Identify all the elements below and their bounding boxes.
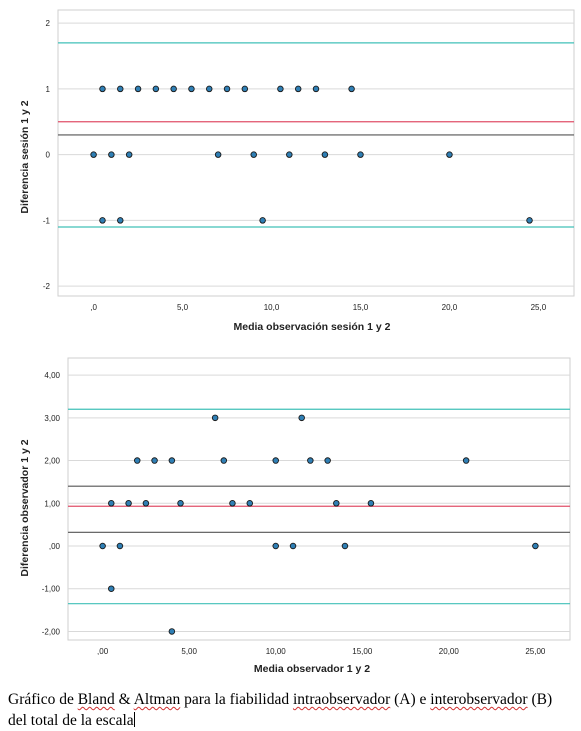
data-point bbox=[142, 500, 150, 507]
data-point bbox=[348, 85, 355, 93]
y-tick-label: 1,00 bbox=[44, 499, 60, 508]
data-point bbox=[134, 85, 142, 93]
caption-text: para la fiabilidad bbox=[180, 691, 293, 708]
data-point bbox=[526, 217, 533, 224]
data-point bbox=[177, 500, 184, 507]
data-point bbox=[152, 85, 160, 93]
data-point bbox=[294, 85, 302, 93]
data-point bbox=[151, 457, 158, 464]
x-tick-label: 10,00 bbox=[266, 647, 287, 656]
caption-amp: & bbox=[114, 691, 134, 708]
data-point bbox=[272, 542, 279, 550]
caption-line2: del total de la escala bbox=[8, 712, 134, 729]
y-tick-label: 4,00 bbox=[44, 371, 60, 380]
data-point bbox=[341, 542, 349, 550]
data-point bbox=[214, 151, 222, 158]
x-tick-label: 15,00 bbox=[352, 647, 373, 656]
data-point bbox=[259, 217, 266, 224]
data-point bbox=[99, 542, 106, 550]
data-point bbox=[108, 151, 115, 158]
data-point bbox=[133, 457, 141, 464]
y-tick-label: 2,00 bbox=[44, 457, 60, 466]
data-point bbox=[446, 151, 453, 158]
x-tick-label: ,00 bbox=[97, 647, 109, 656]
data-point bbox=[108, 500, 115, 507]
x-tick-label: 5,00 bbox=[181, 647, 197, 656]
data-point bbox=[220, 457, 228, 464]
caption-bland: Bland bbox=[77, 691, 115, 708]
x-tick-label: 10,0 bbox=[264, 303, 280, 312]
data-point bbox=[125, 500, 132, 507]
caption-text: Gráfico de bbox=[8, 691, 78, 708]
data-point bbox=[168, 457, 176, 464]
x-tick-label: 25,00 bbox=[525, 647, 546, 656]
caption-altman: Altman bbox=[133, 691, 181, 708]
x-tick-label: 5,0 bbox=[177, 303, 189, 312]
data-point bbox=[272, 457, 279, 464]
x-tick-label: 15,0 bbox=[353, 303, 369, 312]
data-point bbox=[223, 85, 231, 93]
figure-caption: Gráfico de Bland & Altman para la fiabil… bbox=[8, 689, 573, 731]
caption-inter: interobservador bbox=[430, 691, 528, 708]
y-tick-label: 1 bbox=[46, 85, 51, 94]
data-point bbox=[116, 542, 124, 550]
data-point bbox=[108, 585, 115, 592]
chart-b: 4,00 3,00 2,00 1,00 ,00 -1,00 -2,00 ,00 5,00 10,… bbox=[19, 357, 571, 675]
text-cursor bbox=[133, 712, 135, 727]
y-tick-label: 0 bbox=[46, 151, 51, 160]
data-point bbox=[211, 414, 219, 422]
data-point bbox=[241, 85, 249, 93]
y-tick-label: -2,00 bbox=[42, 627, 61, 636]
data-point bbox=[286, 151, 293, 158]
x-tick-label: 20,00 bbox=[439, 647, 460, 656]
data-point bbox=[307, 457, 314, 464]
data-point bbox=[333, 500, 340, 507]
data-point bbox=[367, 500, 375, 507]
data-point bbox=[205, 85, 213, 93]
data-point bbox=[170, 85, 177, 93]
chart-b-x-label: Media observador 1 y 2 bbox=[254, 663, 370, 675]
chart-b-y-label: Diferencia observador 1 y 2 bbox=[19, 439, 31, 576]
data-point bbox=[298, 414, 305, 422]
x-tick-label: ,0 bbox=[90, 303, 97, 312]
plot-frame bbox=[57, 9, 575, 297]
x-tick-label: 25,0 bbox=[531, 303, 547, 312]
data-point bbox=[462, 457, 470, 464]
data-point bbox=[117, 217, 124, 224]
data-point bbox=[324, 457, 331, 464]
data-point bbox=[125, 151, 133, 158]
data-point bbox=[168, 628, 176, 635]
caption-text: (A) e bbox=[390, 691, 431, 708]
data-point bbox=[357, 151, 364, 158]
y-tick-label: ,00 bbox=[49, 542, 61, 551]
y-tick-label: -1,00 bbox=[42, 585, 61, 594]
chart-a-y-label: Diferencia sesión 1 y 2 bbox=[19, 100, 31, 213]
data-point bbox=[246, 500, 254, 507]
data-point bbox=[289, 542, 297, 550]
data-point bbox=[99, 85, 106, 93]
y-tick-label: 3,00 bbox=[44, 414, 60, 423]
data-point bbox=[277, 85, 284, 93]
data-point bbox=[229, 500, 236, 507]
y-tick-label: -1 bbox=[43, 216, 51, 225]
data-point bbox=[188, 85, 195, 93]
plot-frame bbox=[67, 357, 571, 641]
data-point bbox=[321, 151, 329, 158]
chart-a-x-label: Media observación sesión 1 y 2 bbox=[234, 321, 391, 333]
data-point bbox=[117, 85, 124, 93]
data-point bbox=[99, 217, 106, 224]
caption-text: (B) bbox=[527, 691, 553, 708]
chart-a: 2 1 0 -1 -2 ,0 5,0 10,0 15,0 20,0 25,0 Media obse… bbox=[19, 9, 575, 333]
data-point bbox=[312, 85, 320, 93]
y-tick-label: 2 bbox=[46, 19, 51, 28]
caption-intra: intraobservador bbox=[292, 691, 391, 708]
x-tick-label: 20,0 bbox=[442, 303, 458, 312]
data-point bbox=[90, 151, 97, 158]
data-point bbox=[250, 151, 257, 158]
data-point bbox=[532, 542, 539, 550]
y-tick-label: -2 bbox=[43, 282, 51, 291]
